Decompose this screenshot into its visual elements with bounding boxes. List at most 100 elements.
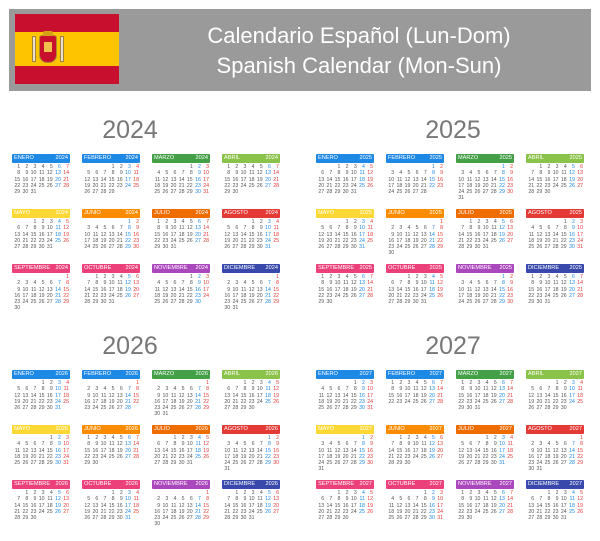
- day-cell: 4: [111, 435, 115, 441]
- day-cell: 1: [33, 219, 37, 225]
- day-cell: 30: [412, 299, 419, 306]
- day-cell: 28: [326, 189, 333, 196]
- day-cell: 17: [577, 231, 583, 238]
- day-cell: 5: [189, 219, 193, 225]
- month-year: 2026: [125, 371, 138, 377]
- day-cell: 1: [547, 490, 551, 496]
- days-grid: 1 2 3 4 5 6 7 8 9 10 11 12 13 14 15 16 17 18 19 20 21 22 23 24 2…: [222, 490, 280, 521]
- day-cell: 7: [370, 274, 373, 280]
- day-cell: 1: [440, 219, 443, 225]
- day-cell: 28: [528, 189, 535, 196]
- day-cell: 6: [119, 386, 123, 393]
- day-cell: 11: [396, 176, 403, 183]
- day-cell: 16: [367, 447, 373, 454]
- day-cell: 26: [100, 244, 107, 251]
- day-cell: 15: [22, 502, 29, 509]
- day-cell: 17: [256, 392, 263, 399]
- day-cell: 26: [367, 182, 373, 189]
- day-cell: 10: [265, 225, 271, 232]
- day-cell: 21: [100, 182, 107, 189]
- day-cell: 19: [22, 453, 29, 460]
- day-cell: 17: [55, 392, 61, 399]
- day-cell: 28: [232, 405, 239, 412]
- day-cell: 16: [38, 231, 45, 238]
- day-cell: 17: [396, 237, 403, 244]
- day-cell: 2: [17, 280, 21, 287]
- days-grid: 1 2 3 4 5 6 7 8 9 10 11 12 13 14 15 16 17 18 19 20 21 22 23 24 2…: [386, 435, 444, 466]
- day-cell: 9: [531, 447, 535, 454]
- day-cell: 10: [125, 170, 131, 177]
- days-grid: 1 2 3 4 5 6 7 8 9 10 11 12 13 14 15 16 17 18 19 20 21 22 23 24 2…: [12, 219, 70, 250]
- month-header: SEPTIEMBRE 2026: [12, 480, 70, 489]
- day-cell: 13: [265, 170, 271, 177]
- day-cell: 14: [577, 280, 583, 287]
- day-cell: 6: [189, 386, 193, 393]
- day-cell: 21: [256, 453, 263, 460]
- day-cell: 13: [466, 447, 473, 454]
- days-grid: 1 2 3 4 5 6 7 8 9 10 11 12 13 14 15 16 17 18 19 20 21 22 23 24 2…: [386, 380, 444, 405]
- day-cell: 18: [63, 392, 69, 399]
- day-cell: 22: [63, 292, 69, 299]
- day-cell: 15: [458, 502, 465, 509]
- month-year: 2027: [499, 481, 512, 487]
- day-cell: 5: [539, 225, 543, 232]
- day-cell: 18: [46, 502, 53, 509]
- day-cell: 21: [133, 447, 139, 454]
- month-year: 2026: [55, 481, 68, 487]
- day-cell: 19: [14, 398, 21, 405]
- day-cell: 30: [342, 515, 349, 522]
- day-cell: 15: [359, 447, 365, 454]
- day-cell: 25: [482, 398, 489, 405]
- month-name: AGOSTO: [528, 210, 552, 216]
- days-grid: 1 2 3 4 5 6 7 8 9 10 11 12 13 14 15 16 17 18 19 20 21 22 23 24 2…: [316, 490, 374, 521]
- day-cell: 25: [420, 453, 427, 460]
- day-cell: 18: [232, 453, 239, 460]
- day-cell: 21: [125, 398, 131, 405]
- day-cell: 8: [391, 386, 395, 393]
- day-cell: 18: [154, 182, 161, 189]
- day-cell: 9: [370, 441, 373, 448]
- day-cell: 1: [461, 490, 465, 496]
- day-cell: 3: [41, 490, 45, 496]
- month-calendar: JULIO 2024 1 2 3 4 5 6 7 8 9 10 11 12 13 14 15 16 17 18 19 20…: [152, 209, 210, 259]
- day-cell: 8: [66, 280, 69, 287]
- day-cell: 11: [466, 286, 473, 293]
- day-cell: 20: [108, 237, 115, 244]
- day-cell: 27: [108, 244, 115, 251]
- day-cell: 19: [178, 508, 185, 515]
- day-cell: 22: [350, 398, 357, 405]
- day-cell: 19: [577, 502, 583, 509]
- day-cell: 11: [265, 386, 271, 393]
- day-cell: 13: [256, 286, 263, 293]
- day-cell: 23: [195, 292, 201, 299]
- day-cell: 16: [466, 392, 473, 399]
- days-grid: 1 2 3 4 5 6 7 8 9 10 11 12 13 14 15 16 17 18 19 20 21 22 23 24 2…: [12, 274, 70, 312]
- day-cell: 1: [353, 380, 357, 386]
- month-header: FEBRERO 2026: [82, 370, 140, 379]
- day-cell: 6: [337, 386, 341, 393]
- day-cell: 24: [536, 460, 543, 467]
- day-cell: 2: [477, 219, 481, 225]
- day-cell: 13: [116, 392, 123, 399]
- day-cell: 15: [186, 286, 193, 293]
- month-year: 2027: [359, 426, 372, 432]
- day-cell: 16: [55, 447, 61, 454]
- day-cell: 14: [528, 176, 535, 183]
- day-cell: 28: [536, 515, 543, 522]
- day-cell: 17: [108, 286, 115, 293]
- day-cell: 4: [49, 490, 53, 496]
- day-cell: 19: [100, 237, 107, 244]
- day-cell: 24: [92, 405, 99, 412]
- day-cell: 5: [431, 435, 435, 441]
- day-cell: 9: [197, 280, 201, 287]
- month-name: JUNIO: [84, 426, 101, 432]
- days-grid: 1 2 3 4 5 6 7 8 9 10 11 12 13 14 15 16 17 18 19 20 21 22 23 24 2…: [152, 435, 210, 466]
- month-calendar: DICIEMBRE 2024 1 2 3 4 5 6 7 8 9 10 11 12 13 14 15 16 17 18…: [222, 264, 280, 314]
- day-cell: 18: [55, 231, 61, 238]
- month-calendar: AGOSTO 2024 1 2 3 4 5 6 7 8 9 10 11 12 13 14 15 16 17 18 19 2…: [222, 209, 280, 259]
- day-cell: 21: [195, 508, 201, 515]
- days-grid: 1 2 3 4 5 6 7 8 9 10 11 12 13 14 15 16 17 18 19 20 21 22 23 24 2…: [526, 490, 584, 521]
- day-cell: 13: [359, 280, 365, 287]
- month-name: MAYO: [14, 426, 31, 432]
- day-cell: 11: [561, 170, 567, 177]
